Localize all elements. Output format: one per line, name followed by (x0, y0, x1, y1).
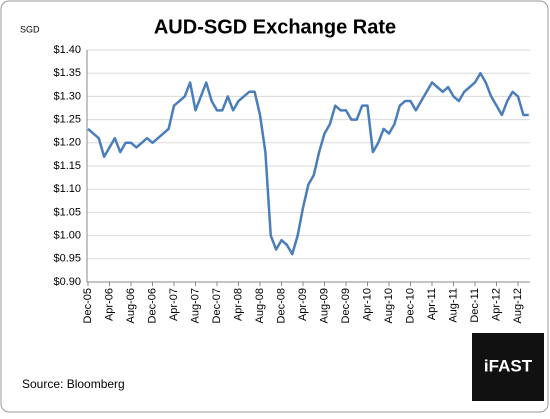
y-unit: SGD (20, 24, 40, 34)
x-tick-label: Apr-12 (490, 288, 502, 321)
x-tick-label: Aug-06 (125, 288, 137, 323)
y-tick-label: $0.95 (53, 253, 81, 265)
x-tick-label: Aug-07 (189, 288, 201, 323)
x-tick-label: Dec-09 (340, 288, 352, 323)
y-tick-label: $1.35 (53, 67, 81, 79)
x-tick-label: Apr-09 (297, 288, 309, 321)
logo-box (472, 333, 544, 401)
x-tick-label: Apr-06 (103, 288, 115, 321)
y-tick-label: $1.15 (53, 160, 81, 172)
chart-title: AUD-SGD Exchange Rate (154, 16, 396, 38)
source: Source: Bloomberg (22, 377, 125, 391)
x-tick-label: Aug-08 (254, 288, 266, 323)
y-tick-label: $1.30 (53, 90, 81, 102)
x-tick-label: Dec-11 (469, 288, 481, 323)
x-tick-label: Dec-05 (82, 288, 94, 323)
y-tick-label: $1.25 (53, 114, 81, 126)
x-tick-label: Apr-11 (426, 288, 438, 320)
series-line (87, 71, 529, 256)
x-tick-label: Apr-10 (361, 288, 373, 321)
y-tick-label: $1.20 (53, 137, 81, 149)
x-tick-label: Dec-10 (404, 288, 416, 323)
x-tick-label: Aug-09 (318, 288, 330, 323)
x-tick-label: Dec-08 (275, 288, 287, 323)
logo: iFAST (484, 356, 533, 375)
y-tick-label: $1.10 (53, 183, 81, 195)
x-tick-label: Aug-10 (383, 288, 395, 323)
x-tick-label: Dec-06 (146, 288, 158, 323)
y-tick-label: $1.05 (53, 206, 81, 218)
x-tick-label: Apr-07 (168, 288, 180, 321)
y-tick-label: $1.00 (53, 230, 81, 242)
x-tick-label: Apr-08 (232, 288, 244, 321)
x-tick-label: Aug-11 (447, 288, 459, 323)
x-tick-label: Dec-07 (211, 288, 223, 323)
y-tick-label: $1.40 (53, 44, 81, 56)
x-tick-label: Aug-12 (512, 288, 524, 323)
y-tick-label: $0.90 (53, 276, 81, 288)
